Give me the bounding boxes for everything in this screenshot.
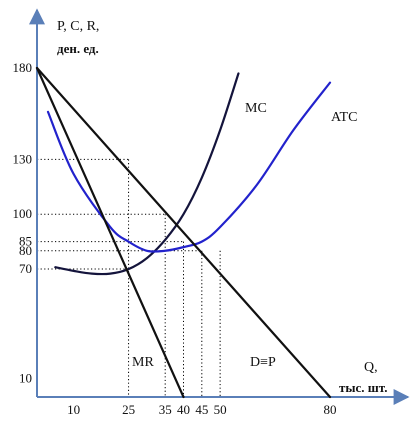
x-tick-label-10: 10 <box>67 402 80 417</box>
x-tick-label-35: 35 <box>159 402 172 417</box>
x-tick-label-50: 50 <box>214 402 227 417</box>
y-tick-label-70: 70 <box>19 261 32 276</box>
y-axis-title-line1: P, C, R, <box>57 19 99 34</box>
x-axis-title-line1: Q, <box>364 360 378 375</box>
mc-curve-label: MC <box>245 101 267 116</box>
y-tick-label-80: 80 <box>19 243 32 258</box>
demand-curve-label: D≡P <box>250 355 276 370</box>
curves <box>35 66 332 399</box>
y-tick-label-130: 130 <box>13 151 33 166</box>
y-tick-label-100: 100 <box>13 206 33 221</box>
y-tick-label-85: 85 <box>19 234 32 249</box>
y-tick-label-180: 180 <box>13 60 33 75</box>
atc-curve <box>46 81 332 253</box>
x-tick-labels: 10 25 35 40 45 50 80 <box>67 402 336 417</box>
x-tick-label-25: 25 <box>122 402 135 417</box>
x-tick-label-40: 40 <box>177 402 190 417</box>
mr-curve <box>35 66 185 399</box>
x-tick-label-45: 45 <box>195 402 208 417</box>
dotted-guide-lines <box>37 158 221 397</box>
mc-curve <box>54 72 240 276</box>
atc-curve-label: ATC <box>331 110 357 125</box>
dp-curve <box>35 66 332 399</box>
y-tick-label-10: 10 <box>19 371 32 386</box>
y-axis-title-line2: ден. ед. <box>57 41 99 56</box>
mr-curve-label: MR <box>132 355 154 370</box>
x-axis-title-line2: тыс. шт. <box>339 380 387 395</box>
x-tick-label-80: 80 <box>324 402 337 417</box>
